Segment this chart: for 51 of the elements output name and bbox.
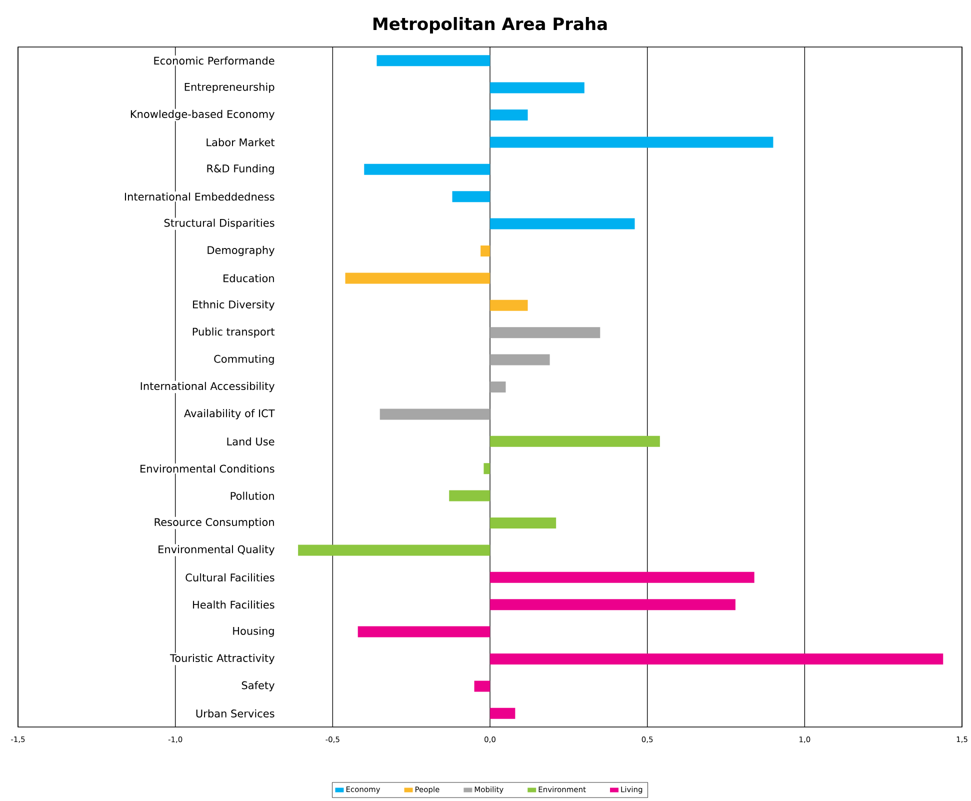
bar [490, 300, 528, 311]
y-tick-label: Urban Services [196, 709, 274, 718]
bar [490, 518, 556, 529]
y-tick-label: Health Facilities [193, 600, 274, 609]
y-tick-label: Entrepreneurship [184, 82, 274, 93]
bar [380, 408, 490, 420]
y-tick-label: Demography [208, 246, 274, 256]
bar [364, 164, 490, 175]
y-tick-label: Safety [242, 681, 274, 692]
bar [449, 490, 490, 502]
y-tick-label: Cultural Facilities [186, 573, 274, 582]
bar [345, 272, 490, 284]
bar [490, 382, 506, 393]
y-tick-label: Structural Disparities [164, 218, 274, 229]
y-tick-label: Land Use [227, 437, 274, 446]
bar [298, 544, 490, 556]
bar [452, 191, 490, 202]
y-tick-label: Labor Market [206, 138, 275, 146]
bar [474, 680, 490, 692]
bar [490, 599, 736, 610]
y-tick-label: Knowledge-based Economy [130, 110, 275, 120]
y-tick-label: Commuting [214, 354, 274, 365]
bar [490, 436, 660, 447]
y-tick-label: Pollution [230, 492, 274, 500]
y-tick-label: Education [224, 274, 274, 282]
bar [376, 55, 490, 66]
bar [490, 654, 944, 665]
y-tick-label: Environmental Conditions [140, 464, 274, 473]
bar [490, 572, 754, 583]
bar [480, 246, 490, 257]
bar [358, 626, 490, 638]
bar [490, 136, 774, 148]
y-tick-label: Housing [233, 626, 274, 637]
bar [490, 708, 516, 719]
chart-title: Metropolitan Area Praha [374, 17, 607, 34]
y-tick-label: Touristic Attractivity [170, 654, 275, 664]
bar [490, 218, 635, 230]
y-tick-label: R&D Funding [207, 164, 274, 174]
bar [490, 327, 600, 338]
y-tick-label: Economic Performande [154, 56, 274, 65]
bar [490, 82, 584, 94]
y-tick-label: Resource Consumption [154, 518, 274, 528]
bar [490, 110, 528, 121]
y-tick-label: Ethnic Diversity [193, 300, 274, 310]
y-tick-label: International Embeddedness [124, 192, 274, 201]
y-tick-label: Availability of ICT [184, 409, 275, 420]
y-tick-label: Environmental Quality [158, 545, 275, 556]
bar [484, 463, 490, 474]
y-tick-label: Public transport [192, 328, 275, 338]
bar [490, 354, 550, 366]
y-tick-label: International Accessibility [140, 382, 275, 392]
